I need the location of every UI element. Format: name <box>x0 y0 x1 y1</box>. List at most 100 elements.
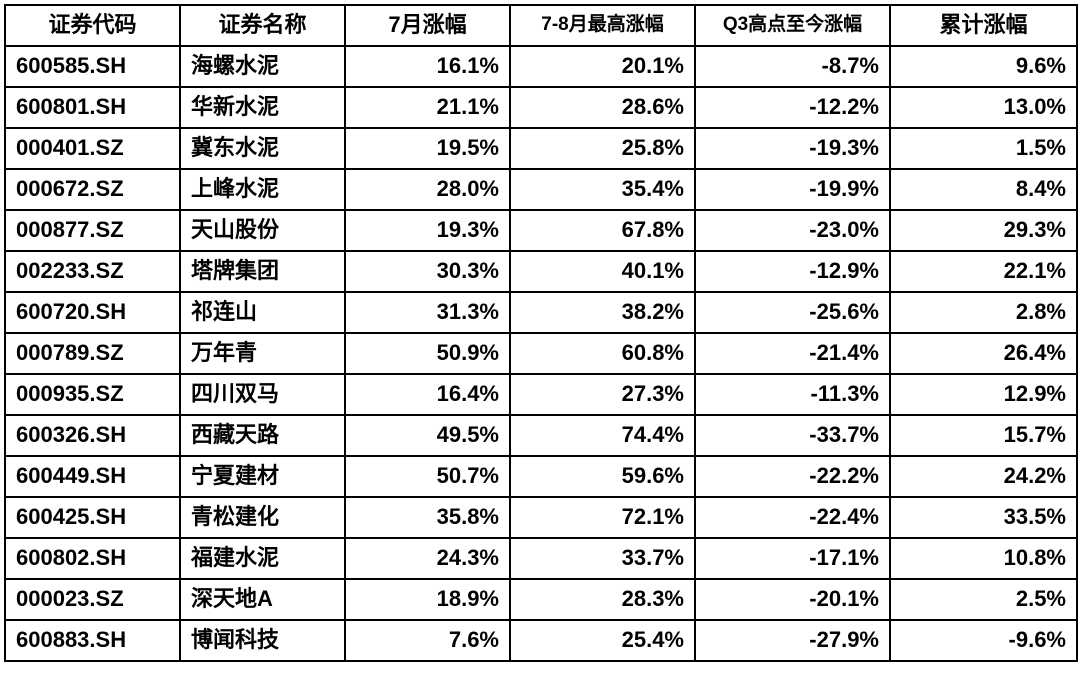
header-name: 证券名称 <box>180 5 345 46</box>
cell-name: 青松建化 <box>180 497 345 538</box>
cell-july: 18.9% <box>345 579 510 620</box>
cell-q3_from_high: -19.9% <box>695 169 890 210</box>
cell-q3_from_high: -8.7% <box>695 46 890 87</box>
cell-july: 16.4% <box>345 374 510 415</box>
cell-name: 博闻科技 <box>180 620 345 661</box>
cell-july: 49.5% <box>345 415 510 456</box>
cell-q3_from_high: -17.1% <box>695 538 890 579</box>
cell-name: 四川双马 <box>180 374 345 415</box>
cell-cumulative: 2.5% <box>890 579 1077 620</box>
cell-july: 7.6% <box>345 620 510 661</box>
cell-name: 海螺水泥 <box>180 46 345 87</box>
table-row: 600585.SH海螺水泥16.1%20.1%-8.7%9.6% <box>5 46 1077 87</box>
cell-q3_from_high: -22.2% <box>695 456 890 497</box>
cell-cumulative: 1.5% <box>890 128 1077 169</box>
cell-jul_aug_high: 28.3% <box>510 579 695 620</box>
header-code: 证券代码 <box>5 5 180 46</box>
cell-code: 600801.SH <box>5 87 180 128</box>
cell-q3_from_high: -19.3% <box>695 128 890 169</box>
cell-cumulative: -9.6% <box>890 620 1077 661</box>
cell-q3_from_high: -33.7% <box>695 415 890 456</box>
cell-july: 50.7% <box>345 456 510 497</box>
stock-performance-table: 证券代码 证券名称 7月涨幅 7-8月最高涨幅 Q3高点至今涨幅 累计涨幅 60… <box>4 4 1078 662</box>
cell-cumulative: 13.0% <box>890 87 1077 128</box>
cell-q3_from_high: -22.4% <box>695 497 890 538</box>
cell-code: 600585.SH <box>5 46 180 87</box>
header-july: 7月涨幅 <box>345 5 510 46</box>
cell-code: 000935.SZ <box>5 374 180 415</box>
cell-july: 24.3% <box>345 538 510 579</box>
cell-q3_from_high: -23.0% <box>695 210 890 251</box>
cell-cumulative: 12.9% <box>890 374 1077 415</box>
cell-code: 600802.SH <box>5 538 180 579</box>
cell-q3_from_high: -25.6% <box>695 292 890 333</box>
table-row: 600801.SH华新水泥21.1%28.6%-12.2%13.0% <box>5 87 1077 128</box>
cell-cumulative: 2.8% <box>890 292 1077 333</box>
cell-july: 50.9% <box>345 333 510 374</box>
cell-name: 天山股份 <box>180 210 345 251</box>
cell-cumulative: 26.4% <box>890 333 1077 374</box>
cell-july: 16.1% <box>345 46 510 87</box>
cell-cumulative: 24.2% <box>890 456 1077 497</box>
cell-july: 19.3% <box>345 210 510 251</box>
cell-q3_from_high: -21.4% <box>695 333 890 374</box>
cell-q3_from_high: -27.9% <box>695 620 890 661</box>
cell-jul_aug_high: 38.2% <box>510 292 695 333</box>
table-body: 600585.SH海螺水泥16.1%20.1%-8.7%9.6%600801.S… <box>5 46 1077 661</box>
cell-jul_aug_high: 33.7% <box>510 538 695 579</box>
cell-jul_aug_high: 67.8% <box>510 210 695 251</box>
cell-name: 上峰水泥 <box>180 169 345 210</box>
cell-q3_from_high: -12.9% <box>695 251 890 292</box>
table-row: 600720.SH祁连山31.3%38.2%-25.6%2.8% <box>5 292 1077 333</box>
cell-jul_aug_high: 25.8% <box>510 128 695 169</box>
cell-jul_aug_high: 72.1% <box>510 497 695 538</box>
table-row: 000672.SZ上峰水泥28.0%35.4%-19.9%8.4% <box>5 169 1077 210</box>
table-row: 600425.SH青松建化35.8%72.1%-22.4%33.5% <box>5 497 1077 538</box>
cell-cumulative: 22.1% <box>890 251 1077 292</box>
cell-july: 19.5% <box>345 128 510 169</box>
cell-code: 600449.SH <box>5 456 180 497</box>
header-jul-aug-high: 7-8月最高涨幅 <box>510 5 695 46</box>
cell-jul_aug_high: 59.6% <box>510 456 695 497</box>
cell-cumulative: 29.3% <box>890 210 1077 251</box>
cell-q3_from_high: -11.3% <box>695 374 890 415</box>
cell-code: 600425.SH <box>5 497 180 538</box>
cell-cumulative: 33.5% <box>890 497 1077 538</box>
cell-name: 塔牌集团 <box>180 251 345 292</box>
table-row: 600883.SH博闻科技7.6%25.4%-27.9%-9.6% <box>5 620 1077 661</box>
cell-code: 000877.SZ <box>5 210 180 251</box>
cell-code: 000672.SZ <box>5 169 180 210</box>
cell-jul_aug_high: 28.6% <box>510 87 695 128</box>
cell-name: 祁连山 <box>180 292 345 333</box>
cell-jul_aug_high: 27.3% <box>510 374 695 415</box>
cell-cumulative: 10.8% <box>890 538 1077 579</box>
cell-july: 28.0% <box>345 169 510 210</box>
cell-code: 000023.SZ <box>5 579 180 620</box>
cell-code: 000401.SZ <box>5 128 180 169</box>
cell-july: 35.8% <box>345 497 510 538</box>
cell-code: 600883.SH <box>5 620 180 661</box>
table-row: 600326.SH西藏天路49.5%74.4%-33.7%15.7% <box>5 415 1077 456</box>
cell-cumulative: 9.6% <box>890 46 1077 87</box>
cell-cumulative: 15.7% <box>890 415 1077 456</box>
cell-jul_aug_high: 60.8% <box>510 333 695 374</box>
cell-july: 30.3% <box>345 251 510 292</box>
cell-july: 21.1% <box>345 87 510 128</box>
table-row: 000789.SZ万年青50.9%60.8%-21.4%26.4% <box>5 333 1077 374</box>
table-row: 600802.SH福建水泥24.3%33.7%-17.1%10.8% <box>5 538 1077 579</box>
cell-name: 华新水泥 <box>180 87 345 128</box>
table-row: 002233.SZ塔牌集团30.3%40.1%-12.9%22.1% <box>5 251 1077 292</box>
table-row: 000401.SZ冀东水泥19.5%25.8%-19.3%1.5% <box>5 128 1077 169</box>
cell-cumulative: 8.4% <box>890 169 1077 210</box>
cell-code: 002233.SZ <box>5 251 180 292</box>
cell-q3_from_high: -12.2% <box>695 87 890 128</box>
cell-code: 600326.SH <box>5 415 180 456</box>
cell-code: 600720.SH <box>5 292 180 333</box>
table-row: 600449.SH宁夏建材50.7%59.6%-22.2%24.2% <box>5 456 1077 497</box>
table-row: 000877.SZ天山股份19.3%67.8%-23.0%29.3% <box>5 210 1077 251</box>
cell-name: 冀东水泥 <box>180 128 345 169</box>
header-q3-from-high: Q3高点至今涨幅 <box>695 5 890 46</box>
cell-jul_aug_high: 40.1% <box>510 251 695 292</box>
table-row: 000935.SZ四川双马16.4%27.3%-11.3%12.9% <box>5 374 1077 415</box>
cell-july: 31.3% <box>345 292 510 333</box>
